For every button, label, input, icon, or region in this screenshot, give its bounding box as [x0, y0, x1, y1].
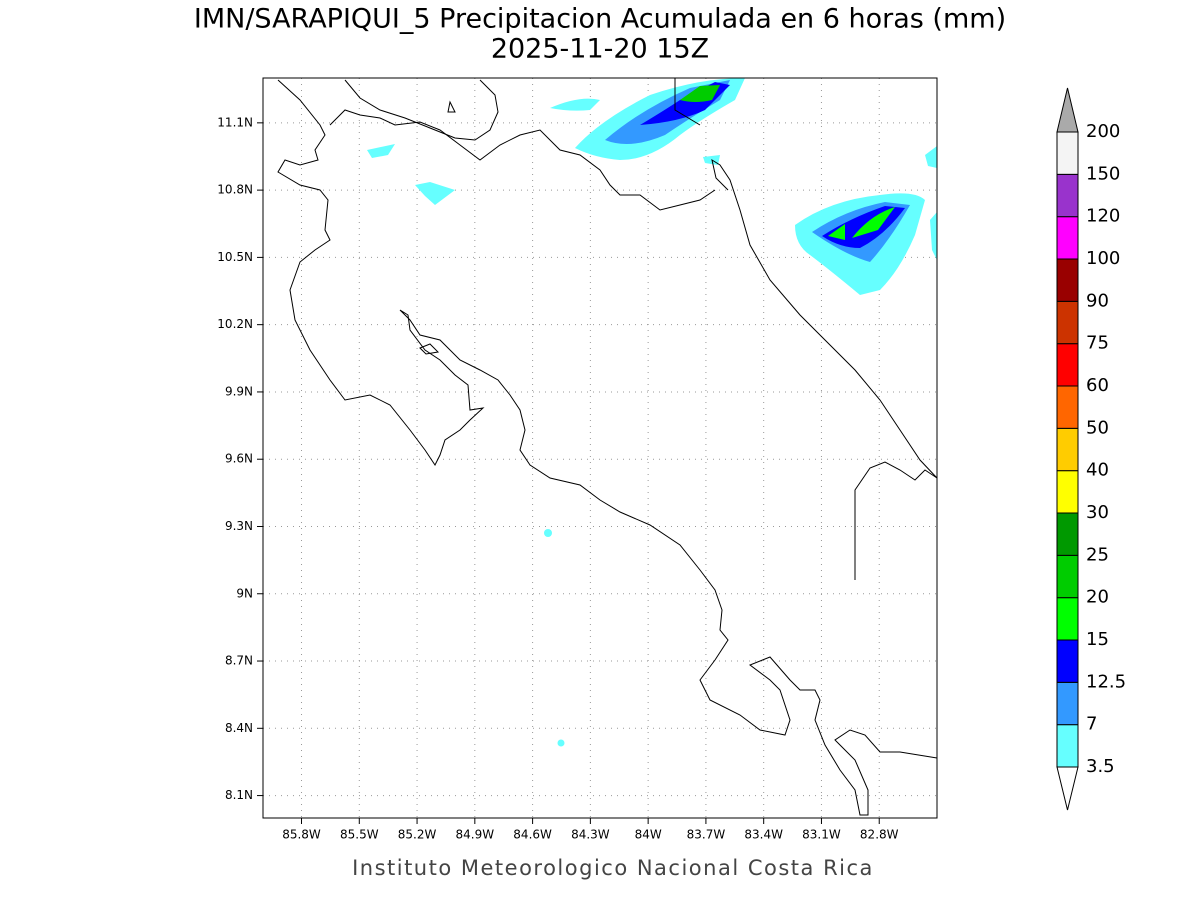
colorbar-label: 90 [1086, 290, 1109, 311]
y-tick-label: 8.4N [225, 721, 253, 735]
colorbar-box [1056, 300, 1079, 345]
title: IMN/SARAPIQUI_5 Precipitacion Acumulada … [194, 4, 1006, 35]
colorbar-label: 15 [1086, 629, 1109, 650]
coastline [277, 79, 938, 816]
colorbar-box [1056, 385, 1079, 429]
colorbar-label: 40 [1086, 460, 1109, 481]
colorbar-box [1056, 724, 1079, 768]
colorbar-box [1056, 258, 1079, 302]
colorbar-label: 50 [1086, 417, 1109, 438]
x-tick-label: 84.3W [571, 828, 610, 842]
x-tick-label: 83.1W [802, 828, 841, 842]
y-tick-label: 9.9N [225, 384, 253, 398]
grid [263, 78, 937, 818]
y-tick-label: 9.6N [225, 452, 253, 466]
x-tick-label: 85.2W [398, 828, 437, 842]
colorbar-box [1056, 597, 1079, 641]
colorbar-label: 20 [1086, 587, 1109, 608]
y-tick-label: 11.1N [217, 115, 253, 129]
colorbar-box [1056, 554, 1079, 599]
rain-area [550, 98, 600, 111]
y-tick-label: 10.5N [217, 250, 253, 264]
colorbar-label: 30 [1086, 502, 1109, 523]
y-tick-label: 8.1N [225, 788, 253, 802]
colorbar-box [1056, 512, 1079, 556]
rain-area [557, 739, 565, 747]
x-tick-label: 85.8W [282, 828, 321, 842]
y-tick-label: 10.8N [217, 183, 253, 197]
axes: 85.8W 85.5W 85.2W 84.9W 84.6W 84.3W 84W 83.7W 83… [217, 115, 898, 841]
rain-area [680, 85, 720, 102]
colorbar-label: 12.5 [1086, 671, 1126, 692]
y-tick-label: 10.2N [217, 317, 253, 331]
lake-shore [344, 79, 499, 141]
border [854, 461, 938, 580]
footer: Instituto Meteorologico Nacional Costa R… [352, 856, 874, 880]
colorbar-box [1056, 173, 1079, 218]
colorbar-box [1056, 639, 1079, 683]
colorbar-box [1056, 470, 1079, 514]
x-tick-label: 83.4W [744, 828, 783, 842]
precipitation [367, 78, 937, 747]
colorbar-label: 3.5 [1086, 756, 1115, 777]
x-tick-label: 85.5W [340, 828, 379, 842]
coastlines [277, 78, 938, 816]
x-tick-label: 83.7W [687, 828, 726, 842]
colorbar-box [1056, 427, 1079, 472]
border [329, 109, 716, 211]
map-frame [262, 77, 938, 819]
colorbar-label: 75 [1086, 333, 1109, 354]
colorbar-box [1056, 343, 1079, 387]
subtitle: 2025-11-20 15Z [491, 34, 709, 65]
colorbar-box [1056, 681, 1079, 726]
rain-area [828, 207, 895, 240]
colorbar-box [1056, 131, 1079, 175]
colorbar-label: 120 [1086, 206, 1120, 227]
rain-area [415, 182, 455, 205]
colorbar-label: 7 [1086, 714, 1097, 735]
y-tick-label: 9N [236, 586, 253, 600]
colorbar-label: 60 [1086, 375, 1109, 396]
y-tick-label: 9.3N [225, 519, 253, 533]
x-tick-label: 82.8W [860, 828, 899, 842]
coastline [711, 158, 938, 479]
colorbar-high [1056, 87, 1079, 133]
colorbar-label: 100 [1086, 248, 1120, 269]
rain-area [367, 144, 395, 158]
rain-area [925, 146, 937, 260]
rain-area [544, 529, 552, 537]
colorbar-label: 200 [1086, 121, 1120, 142]
border [674, 78, 701, 126]
colorbar: 3.5 7 12.5 15 20 25 30 40 50 60 75 90 100 120 150 200 [1056, 87, 1126, 811]
island [419, 100, 456, 355]
colorbar-box [1056, 216, 1079, 260]
x-tick-label: 84.6W [513, 828, 552, 842]
x-tick-label: 84W [635, 828, 662, 842]
colorbar-label: 25 [1086, 544, 1109, 565]
x-tick-label: 84.9W [456, 828, 495, 842]
colorbar-label: 150 [1086, 163, 1120, 184]
y-tick-label: 8.7N [225, 654, 253, 668]
